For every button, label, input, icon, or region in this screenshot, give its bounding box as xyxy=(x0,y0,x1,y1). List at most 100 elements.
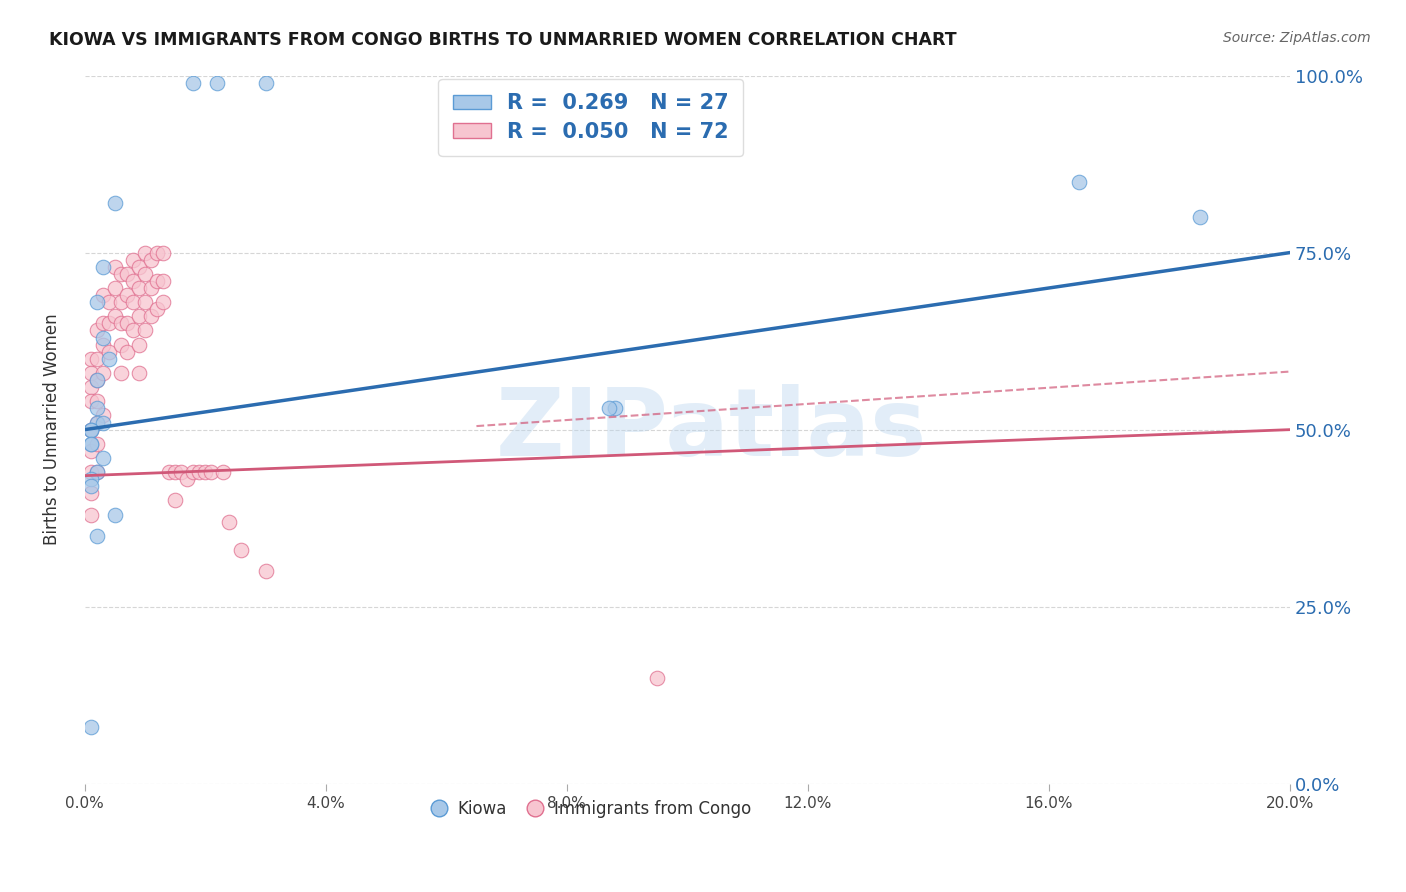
Point xyxy=(110,366,132,380)
Point xyxy=(170,465,193,479)
Point xyxy=(115,267,138,281)
Point xyxy=(110,317,132,331)
Point xyxy=(86,295,108,310)
Point xyxy=(97,351,120,366)
Point xyxy=(91,260,114,274)
Point xyxy=(146,245,169,260)
Point xyxy=(146,302,169,317)
Point xyxy=(134,267,156,281)
Point xyxy=(91,330,114,344)
Point xyxy=(122,323,145,337)
Point xyxy=(645,671,668,685)
Point xyxy=(146,274,169,288)
Point xyxy=(80,486,103,500)
Point xyxy=(115,344,138,359)
Point xyxy=(86,416,108,430)
Point xyxy=(200,465,222,479)
Point xyxy=(115,317,138,331)
Point xyxy=(80,437,103,451)
Point xyxy=(122,274,145,288)
Point xyxy=(139,252,162,267)
Point xyxy=(254,564,277,578)
Point xyxy=(86,394,108,409)
Point xyxy=(110,337,132,351)
Point xyxy=(80,366,103,380)
Point xyxy=(80,472,103,486)
Point xyxy=(181,76,204,90)
Point xyxy=(86,351,108,366)
Point xyxy=(80,423,103,437)
Point xyxy=(91,450,114,465)
Point xyxy=(91,317,114,331)
Point xyxy=(165,465,187,479)
Point xyxy=(115,288,138,302)
Point xyxy=(86,323,108,337)
Legend: Kiowa, Immigrants from Congo: Kiowa, Immigrants from Congo xyxy=(425,794,758,825)
Point xyxy=(110,267,132,281)
Point xyxy=(598,401,620,416)
Point xyxy=(254,76,277,90)
Point xyxy=(80,380,103,394)
Point xyxy=(231,543,253,558)
Point xyxy=(91,416,114,430)
Point xyxy=(97,344,120,359)
Point xyxy=(104,281,127,295)
Y-axis label: Births to Unmarried Women: Births to Unmarried Women xyxy=(44,314,60,545)
Point xyxy=(188,465,211,479)
Point xyxy=(181,465,204,479)
Point xyxy=(194,465,217,479)
Point xyxy=(80,351,103,366)
Point xyxy=(97,295,120,310)
Point xyxy=(128,260,150,274)
Point xyxy=(80,423,103,437)
Point xyxy=(176,472,198,486)
Point xyxy=(80,508,103,522)
Point xyxy=(91,288,114,302)
Text: Source: ZipAtlas.com: Source: ZipAtlas.com xyxy=(1223,31,1371,45)
Point xyxy=(212,465,235,479)
Point xyxy=(1188,210,1211,224)
Point xyxy=(134,245,156,260)
Point xyxy=(603,401,626,416)
Point xyxy=(104,508,127,522)
Point xyxy=(91,409,114,423)
Point xyxy=(110,295,132,310)
Point xyxy=(91,366,114,380)
Point xyxy=(86,465,108,479)
Point xyxy=(157,465,180,479)
Point xyxy=(122,295,145,310)
Point xyxy=(128,337,150,351)
Point xyxy=(128,281,150,295)
Point xyxy=(80,423,103,437)
Point xyxy=(91,337,114,351)
Point xyxy=(104,260,127,274)
Point xyxy=(104,196,127,211)
Point xyxy=(80,437,103,451)
Point xyxy=(86,416,108,430)
Point xyxy=(207,76,229,90)
Point xyxy=(80,720,103,734)
Point xyxy=(134,295,156,310)
Point xyxy=(1067,175,1090,189)
Point xyxy=(86,437,108,451)
Point xyxy=(86,529,108,543)
Point xyxy=(139,310,162,324)
Text: KIOWA VS IMMIGRANTS FROM CONGO BIRTHS TO UNMARRIED WOMEN CORRELATION CHART: KIOWA VS IMMIGRANTS FROM CONGO BIRTHS TO… xyxy=(49,31,957,49)
Point xyxy=(128,310,150,324)
Point xyxy=(86,373,108,387)
Point xyxy=(80,394,103,409)
Point xyxy=(152,245,174,260)
Point xyxy=(122,252,145,267)
Point xyxy=(80,443,103,458)
Text: ZIPatlas: ZIPatlas xyxy=(496,384,927,475)
Point xyxy=(80,465,103,479)
Point xyxy=(152,274,174,288)
Point xyxy=(165,493,187,508)
Point xyxy=(86,465,108,479)
Point xyxy=(104,310,127,324)
Point xyxy=(80,479,103,493)
Point xyxy=(152,295,174,310)
Point xyxy=(128,366,150,380)
Point xyxy=(218,515,240,529)
Point xyxy=(97,317,120,331)
